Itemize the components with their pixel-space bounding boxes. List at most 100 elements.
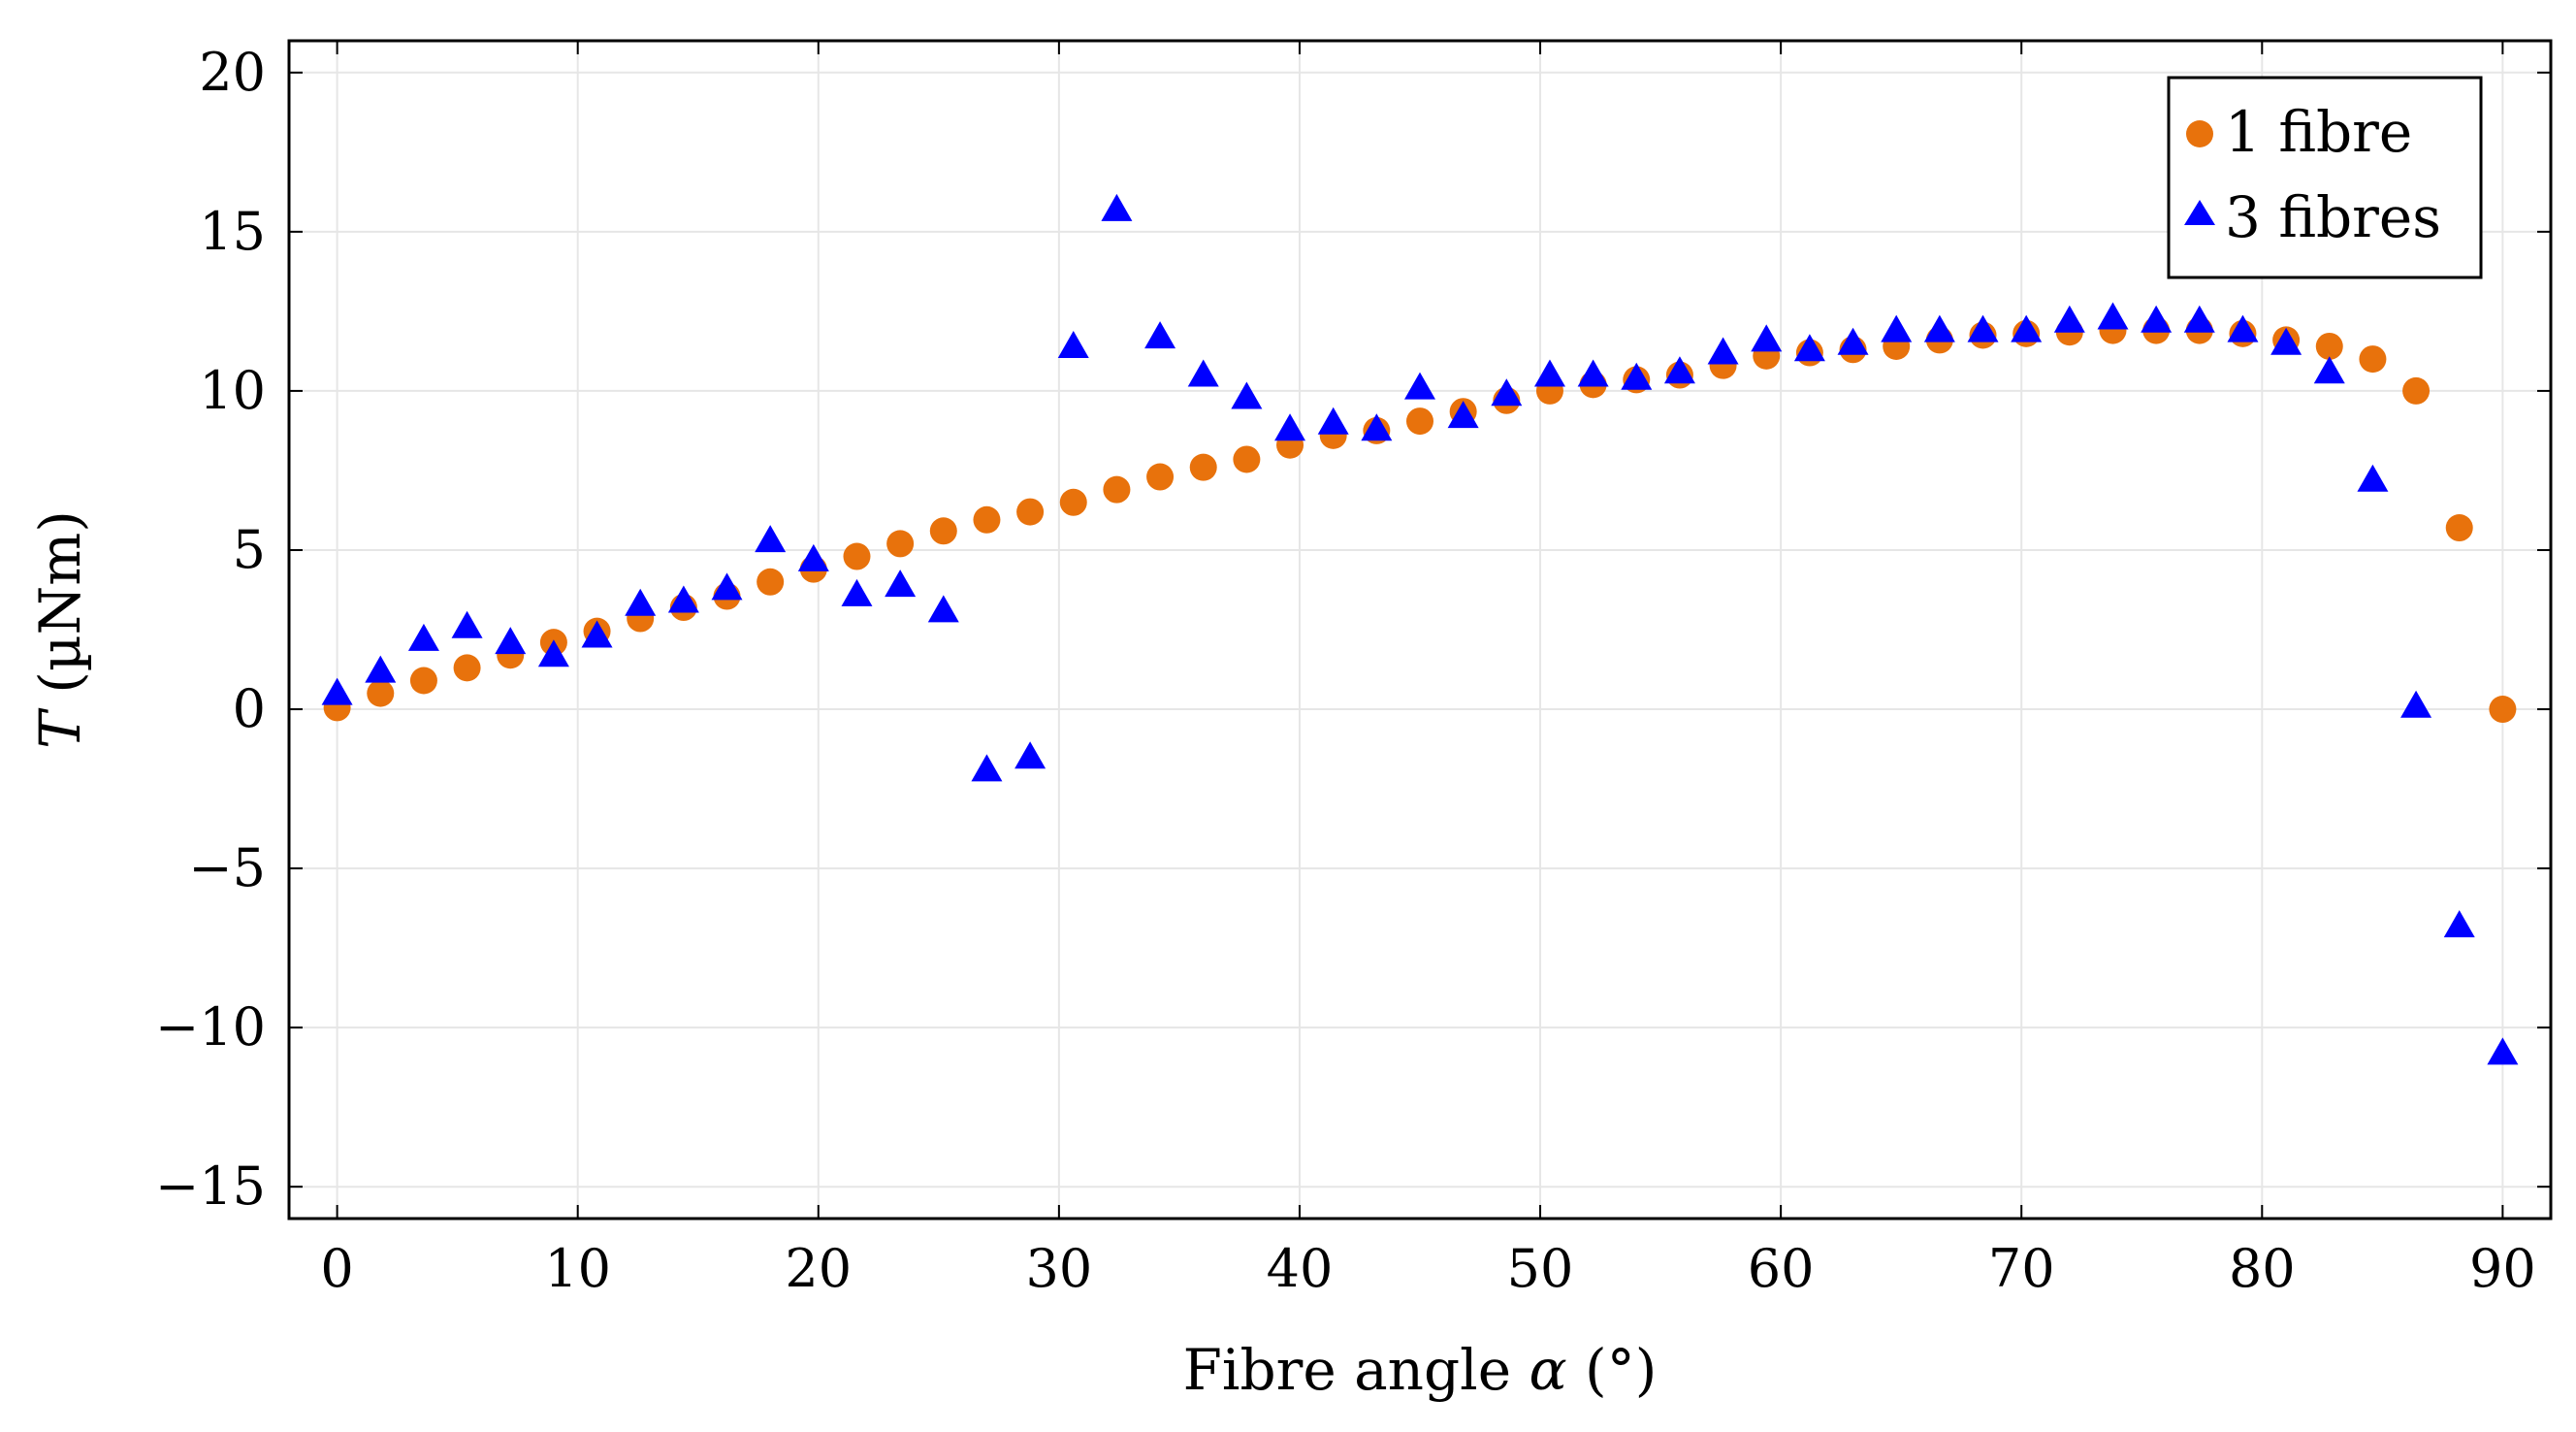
x-tick-label: 60 xyxy=(1748,1238,1815,1299)
point-1-fibre xyxy=(1189,453,1217,481)
point-3-fibres xyxy=(2487,1037,2519,1065)
point-1-fibre xyxy=(2359,345,2387,374)
point-3-fibres xyxy=(537,639,569,667)
x-tick-labels: 0 10 20 30 40 50 60 70 80 90 xyxy=(320,1238,2535,1299)
point-1-fibre xyxy=(1103,475,1131,504)
y-tick-label: −5 xyxy=(188,837,266,898)
point-3-fibres xyxy=(2270,327,2302,355)
x-tick-label: 20 xyxy=(785,1238,852,1299)
x-tick-label: 70 xyxy=(1988,1238,2055,1299)
point-3-fibres xyxy=(365,655,397,683)
legend-box xyxy=(2167,76,2483,279)
point-3-fibres xyxy=(581,620,613,648)
point-1-fibre xyxy=(1059,488,1087,516)
point-1-fibre xyxy=(1016,498,1045,526)
y-tick-labels: −15 −10 −5 0 5 10 15 20 xyxy=(155,42,266,1217)
y-tick-label: 10 xyxy=(199,360,266,421)
point-3-fibres xyxy=(1231,381,1263,409)
point-3-fibres xyxy=(1837,327,1869,355)
x-tick-label: 0 xyxy=(320,1238,353,1299)
point-3-fibres xyxy=(1923,314,1955,342)
point-3-fibres xyxy=(625,588,657,616)
point-3-fibres xyxy=(1967,314,1999,342)
point-3-fibres xyxy=(841,578,873,606)
point-3-fibres xyxy=(1274,413,1306,441)
point-1-fibre xyxy=(843,542,871,570)
x-tick-label: 30 xyxy=(1026,1238,1093,1299)
point-3-fibres xyxy=(2313,356,2345,384)
point-1-fibre xyxy=(886,530,915,558)
legend-marker-3-fibres xyxy=(2184,200,2215,225)
point-3-fibres xyxy=(1447,401,1479,429)
y-tick-label: 15 xyxy=(199,201,266,262)
y-tick-label: −10 xyxy=(155,996,266,1058)
y-tick-label: 5 xyxy=(233,519,266,580)
point-3-fibres xyxy=(2443,910,2475,938)
x-axis-label: Fibre angle α (°) xyxy=(1183,1337,1658,1403)
point-1-fibre xyxy=(453,654,481,682)
legend: 1 fibre 3 fibres xyxy=(2167,76,2483,279)
y-tick-label: 0 xyxy=(233,678,266,739)
point-3-fibres xyxy=(755,525,787,553)
point-3-fibres xyxy=(2141,305,2173,333)
point-3-fibres xyxy=(1621,362,1653,390)
point-3-fibres xyxy=(1317,407,1349,435)
point-3-fibres xyxy=(1577,359,1609,387)
legend-marker-1-fibre xyxy=(2186,120,2213,147)
point-3-fibres xyxy=(2097,302,2129,330)
point-1-fibre xyxy=(1233,445,1261,473)
point-3-fibres xyxy=(2227,314,2259,342)
point-3-fibres xyxy=(1187,359,1219,387)
point-3-fibres xyxy=(2183,305,2215,333)
point-3-fibres xyxy=(927,595,959,623)
point-1-fibre xyxy=(757,568,785,596)
point-1-fibre xyxy=(2402,376,2431,405)
grid-lines xyxy=(289,41,2551,1219)
axis-ticks xyxy=(289,41,2551,1219)
point-1-fibre xyxy=(409,667,437,695)
point-3-fibres xyxy=(451,610,483,638)
x-tick-label: 50 xyxy=(1507,1238,1574,1299)
point-3-fibres xyxy=(1751,324,1783,352)
point-3-fibres xyxy=(2400,690,2432,718)
data-points xyxy=(321,193,2519,1065)
point-3-fibres xyxy=(407,623,439,651)
point-3-fibres xyxy=(1881,314,1913,342)
point-3-fibres xyxy=(2053,305,2085,333)
point-3-fibres xyxy=(1663,356,1695,384)
point-3-fibres xyxy=(2357,464,2389,492)
point-3-fibres xyxy=(797,543,829,571)
legend-label-3-fibres: 3 fibres xyxy=(2225,184,2441,250)
x-tick-label: 40 xyxy=(1267,1238,1334,1299)
point-3-fibres xyxy=(1491,378,1523,407)
point-1-fibre xyxy=(367,679,395,707)
plot-frame xyxy=(287,39,2553,1220)
point-3-fibres xyxy=(667,585,699,613)
y-tick-label: −15 xyxy=(155,1155,266,1217)
point-3-fibres xyxy=(711,572,743,601)
point-3-fibres xyxy=(1101,193,1133,221)
point-1-fibre xyxy=(929,517,957,545)
point-3-fibres xyxy=(1707,337,1739,365)
point-3-fibres xyxy=(1404,372,1435,400)
point-3-fibres xyxy=(971,754,1003,782)
point-3-fibres xyxy=(321,677,353,705)
point-3-fibres xyxy=(1014,741,1046,769)
x-tick-label: 10 xyxy=(544,1238,611,1299)
point-1-fibre xyxy=(2315,332,2343,360)
point-3-fibres xyxy=(495,627,527,655)
point-3-fibres xyxy=(1361,413,1393,441)
point-3-fibres xyxy=(885,570,917,598)
point-1-fibre xyxy=(2489,696,2517,724)
point-3-fibres xyxy=(1057,330,1089,358)
point-1-fibre xyxy=(2445,514,2473,542)
point-3-fibres xyxy=(1144,321,1176,349)
y-axis-label: T (µNm) xyxy=(27,510,93,749)
point-1-fibre xyxy=(973,505,1001,534)
point-3-fibres xyxy=(1533,359,1565,387)
x-tick-label: 80 xyxy=(2229,1238,2296,1299)
point-3-fibres xyxy=(2011,314,2043,342)
point-1-fibre xyxy=(1406,407,1433,436)
y-tick-label: 20 xyxy=(199,42,266,103)
